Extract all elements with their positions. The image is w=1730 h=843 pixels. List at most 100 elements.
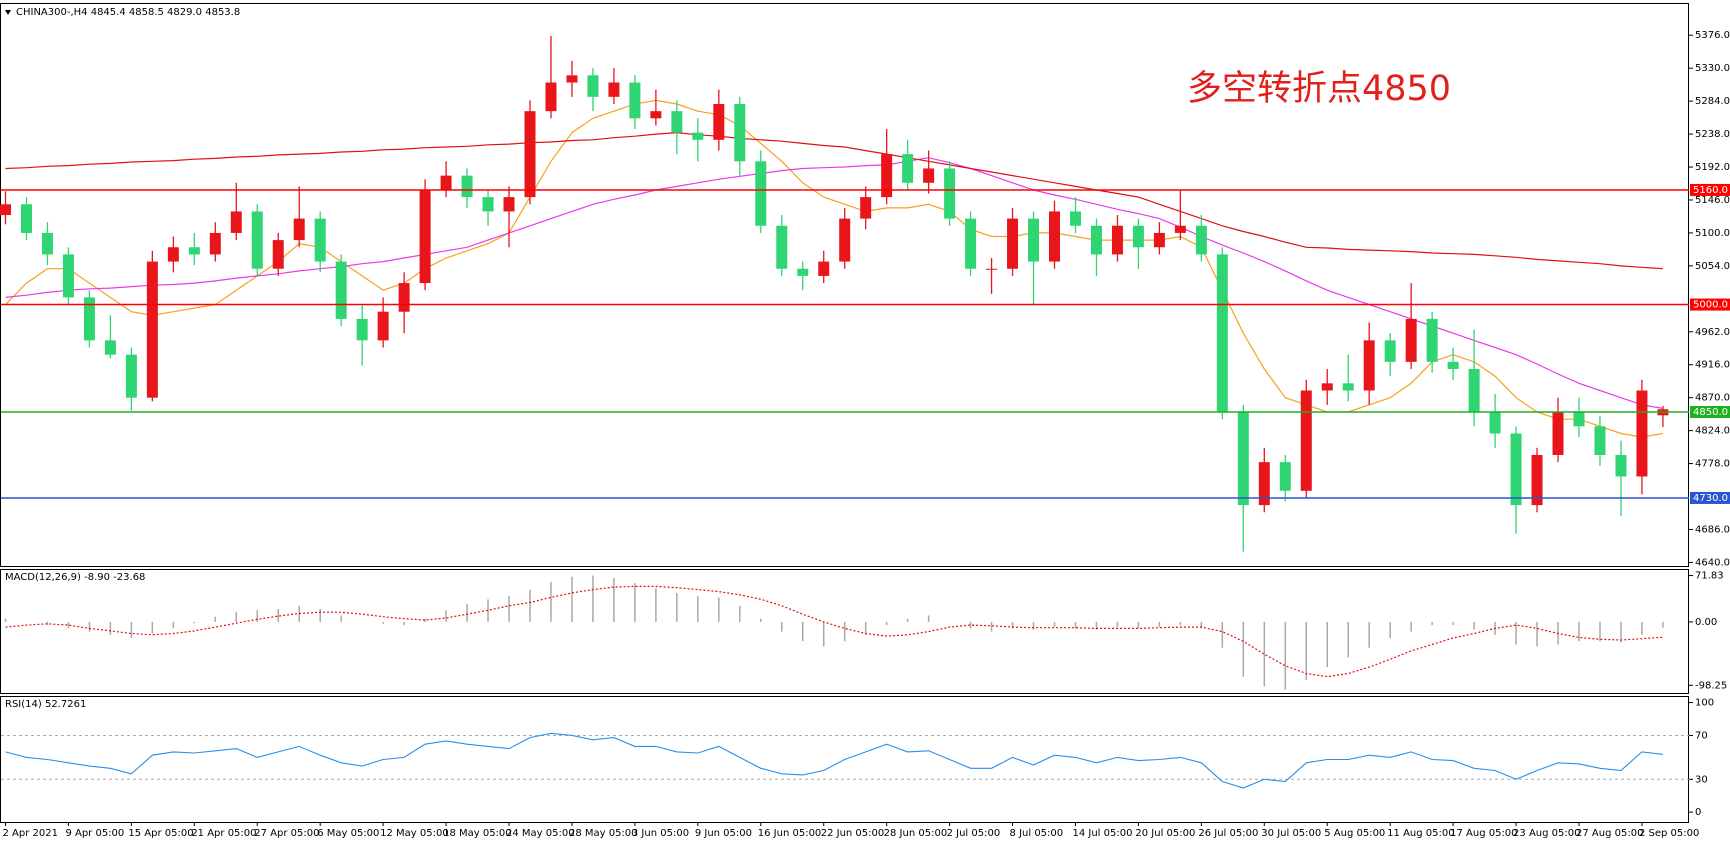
candle-body (125, 354, 137, 398)
candle-body (419, 189, 431, 284)
candle-body (545, 82, 557, 112)
candle-body (41, 232, 53, 255)
candle-body (1468, 369, 1480, 412)
x-tick-label: 14 Jul 05:00 (1072, 828, 1132, 839)
candle-body (1384, 340, 1396, 362)
y-tick-label: 5330.0 (1695, 63, 1730, 74)
x-tick-label: 27 Apr 05:00 (254, 828, 319, 839)
x-tick-label: 2 Jul 05:00 (947, 828, 1001, 839)
y-tick-label: 100 (1695, 698, 1714, 709)
candle-body (1636, 390, 1648, 477)
signal-line (5, 585, 1663, 678)
y-tick-label: 5100.0 (1695, 228, 1730, 239)
candle-body (671, 111, 683, 133)
x-tick-label: 20 Jul 05:00 (1135, 828, 1195, 839)
y-tick-label: 5238.0 (1695, 129, 1730, 140)
candle-body (251, 211, 263, 269)
y-tick-label: 4916.0 (1695, 360, 1730, 371)
y-tick-label: 4870.0 (1695, 393, 1730, 404)
x-tick-label: 18 May 05:00 (443, 828, 512, 839)
x-tick-label: 30 Jul 05:00 (1261, 828, 1321, 839)
level-tag (1690, 183, 1730, 196)
x-tick-label: 23 Aug 05:00 (1513, 828, 1580, 839)
candle-body (461, 175, 473, 198)
candle-body (0, 204, 11, 216)
y-tick-label: 4824.0 (1695, 426, 1730, 437)
x-tick-label: 11 Aug 05:00 (1387, 828, 1454, 839)
level-tag (1690, 405, 1730, 418)
y-tick-label: 5376.0 (1695, 30, 1730, 41)
annotation: 多空转折点4850 (1187, 69, 1451, 109)
candle-body (188, 247, 200, 255)
candle-body (293, 218, 305, 241)
candle-body (1237, 411, 1249, 506)
chart-header: CHINA300-,H4 4845.4 4858.5 4829.0 4853.8 (16, 7, 240, 18)
rsi-header: RSI(14) 52.7261 (5, 699, 86, 710)
x-tick-label: 28 May 05:00 (569, 828, 638, 839)
candle-body (608, 82, 620, 97)
candle-body (1090, 225, 1102, 255)
x-tick-label: 17 Aug 05:00 (1450, 828, 1517, 839)
candle-body (1489, 411, 1501, 434)
candle-body (146, 261, 158, 398)
candle-body (377, 311, 389, 341)
candle-body (503, 197, 515, 212)
candle-body (839, 218, 851, 262)
candle-body (1174, 225, 1186, 233)
rsi-line (5, 732, 1663, 789)
x-tick-label: 28 Jun 05:00 (884, 828, 948, 839)
candle-body (398, 283, 410, 312)
level-label: 5000.0 (1693, 300, 1728, 311)
candle-body (440, 175, 452, 190)
y-tick-label: 4778.0 (1695, 459, 1730, 470)
x-tick-label: 16 Jun 05:00 (758, 828, 822, 839)
x-tick-label: 21 Apr 05:00 (191, 828, 256, 839)
moving-average (5, 99, 1664, 438)
candle-body (629, 82, 641, 119)
x-tick-label: 22 Jun 05:00 (821, 828, 885, 839)
level-label: 4730.0 (1693, 493, 1728, 504)
x-tick-label: 3 Jun 05:00 (632, 828, 689, 839)
candle-body (1531, 454, 1543, 506)
candle-body (713, 103, 725, 140)
y-tick-label: 5146.0 (1695, 195, 1730, 206)
candle-body (1195, 225, 1207, 255)
candle-body (1573, 411, 1585, 427)
y-tick-label: 0.00 (1695, 617, 1717, 628)
x-tick-label: 27 Aug 05:00 (1576, 828, 1643, 839)
candle-body (734, 103, 746, 162)
y-tick-label: -98.25 (1695, 680, 1727, 691)
level-label: 5160.0 (1693, 185, 1728, 196)
candle-body (167, 247, 179, 262)
macd-header: MACD(12,26,9) -8.90 -23.68 (5, 572, 145, 583)
y-tick-label: 5054.0 (1695, 261, 1730, 272)
candle-body (1049, 211, 1060, 262)
x-tick-label: 2 Sep 05:00 (1639, 828, 1699, 839)
candle-body (1426, 318, 1438, 362)
candle-body (482, 197, 494, 212)
candle-body (1321, 383, 1333, 391)
x-tick-label: 26 Jul 05:00 (1198, 828, 1258, 839)
x-tick-label: 15 Apr 05:00 (128, 828, 193, 839)
candle-body (524, 111, 536, 198)
candle-body (566, 75, 578, 83)
main-panel (0, 3, 1689, 567)
candle-body (818, 261, 830, 276)
candle-body (1552, 411, 1564, 455)
y-tick-label: 5192.0 (1695, 162, 1730, 173)
y-tick-label: 4640.0 (1695, 557, 1730, 568)
level-label: 4850.0 (1693, 407, 1728, 418)
candle-body (1405, 318, 1417, 362)
y-tick-label: 0 (1695, 807, 1701, 818)
candle-body (272, 240, 284, 269)
candle-body (1594, 426, 1606, 455)
x-tick-label: 6 May 05:00 (317, 828, 379, 839)
rsi-panel (0, 696, 1689, 823)
x-tick-label: 5 Aug 05:00 (1324, 828, 1385, 839)
x-tick-label: 8 Jul 05:00 (1010, 828, 1064, 839)
candle-body (860, 197, 872, 219)
candle-body (1258, 462, 1270, 506)
candle-body (1007, 218, 1019, 269)
